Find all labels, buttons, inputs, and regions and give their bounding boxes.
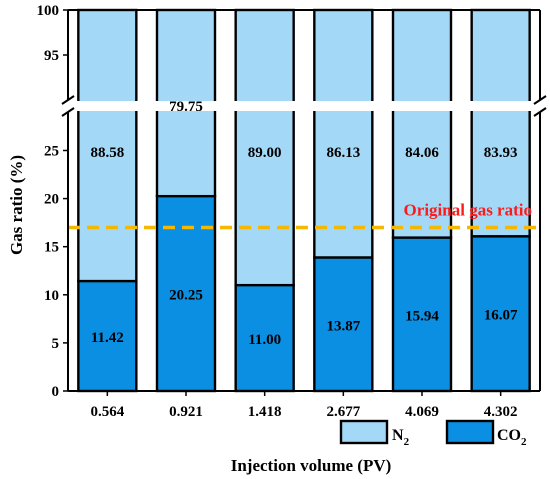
value-label-n2: 86.13 [326,145,360,161]
value-label-n2: 84.06 [405,145,439,161]
x-axis-label: Injection volume (PV) [231,456,392,475]
x-tick-label: 0.921 [169,404,203,420]
x-tick-label: 4.302 [484,404,518,420]
value-label-n2: 79.75 [169,99,203,115]
bar-co2 [391,236,453,393]
bar-n2 [470,8,531,238]
value-label-co2: 11.00 [248,332,281,348]
value-label-co2: 11.42 [91,330,124,346]
y-tick-label: 5 [52,336,60,352]
y-tick-label: 95 [44,48,59,64]
bar-co2 [470,235,531,393]
x-tick-label: 0.564 [90,404,124,420]
bar-co2 [234,283,295,393]
x-tick-label: 4.069 [405,404,439,420]
legend-item-co2: CO2 [445,419,527,448]
x-tick-label: 1.418 [248,404,282,420]
legend: N2 CO2 [339,419,527,448]
bar-n2 [313,8,374,259]
reference-line-layer: Original gas ratio [68,200,540,230]
bar-n2 [77,8,138,283]
value-label-n2: 89.00 [248,145,282,161]
legend-label-subscript: 2 [521,436,527,448]
legend-item-n2-label: N2 [392,427,410,448]
legend-item-n2: N2 [339,419,410,448]
y-tick-label: 25 [44,143,59,159]
legend-item-co2-swatch [445,419,495,445]
legend-label-base: CO [497,427,521,444]
value-label-co2: 13.87 [326,318,360,334]
y-tick-label: 100 [37,3,60,19]
y-tick-label: 20 [44,192,59,208]
legend-item-co2-label: CO2 [497,427,527,448]
y-axis-label: Gas ratio (%) [7,155,26,255]
x-tick-label: 2.677 [326,404,360,420]
value-label-co2: 20.25 [169,288,203,304]
legend-label-base: N [392,427,404,444]
value-labels-layer: 11.42 88.58 20.25 79.75 11.00 89.00 13.87 86.13… [90,99,518,348]
reference-line-label: Original gas ratio [404,200,532,219]
value-label-n2: 88.58 [90,145,124,161]
axis-break-band [70,101,538,111]
bar-co2 [313,256,374,393]
legend-label-subscript: 2 [404,436,410,448]
value-label-co2: 16.07 [484,308,518,324]
y-tick-label: 10 [44,288,59,304]
legend-item-n2-swatch [339,419,389,445]
y-tick-label: 0 [52,384,60,400]
bar-co2 [77,279,138,393]
y-tick-label: 15 [44,240,59,256]
axes-layer: 0.564 0.921 1.418 2.677 4.069 4.302 0 5 10 15 20 25… [37,3,541,420]
value-label-n2: 83.93 [484,145,518,161]
value-label-co2: 15.94 [405,308,439,324]
